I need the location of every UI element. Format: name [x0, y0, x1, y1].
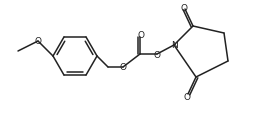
Text: O: O [184, 93, 190, 102]
Text: N: N [171, 41, 177, 50]
Text: O: O [119, 63, 127, 72]
Text: O: O [34, 37, 42, 46]
Text: O: O [154, 50, 160, 59]
Text: O: O [138, 30, 144, 39]
Text: O: O [180, 4, 188, 12]
